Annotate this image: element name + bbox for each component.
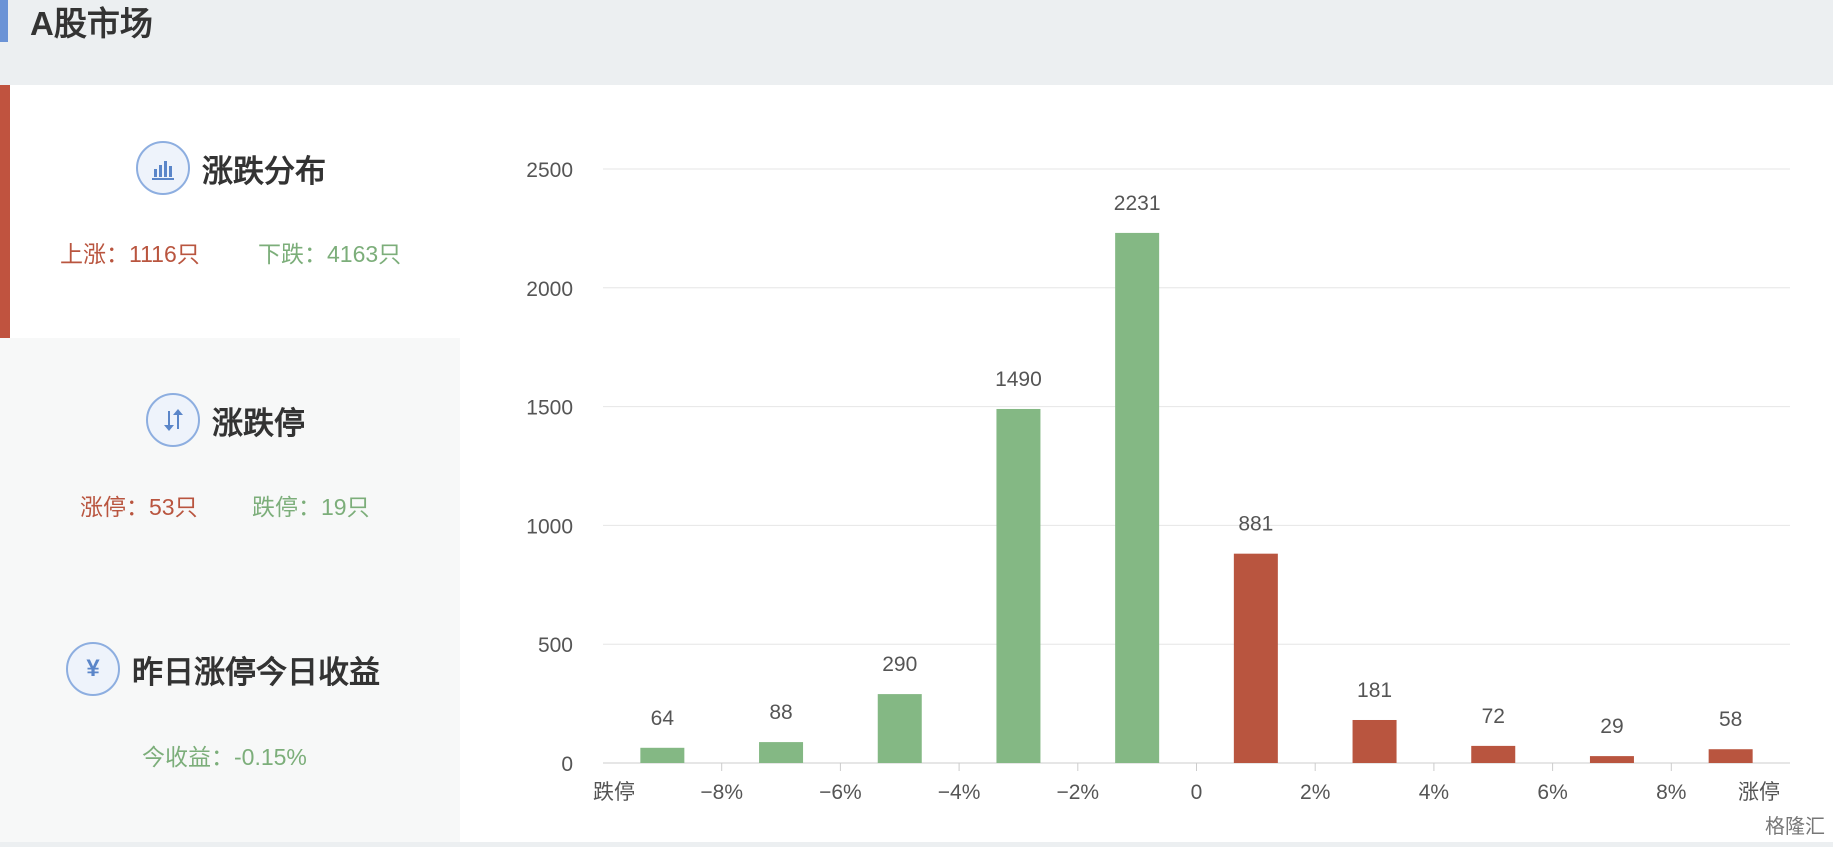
bar <box>996 409 1040 763</box>
up-down-arrows-icon <box>146 393 200 447</box>
tab-distribution[interactable]: 涨跌分布 上涨：1116只 下跌：4163只 <box>0 85 460 338</box>
market-content: 涨跌分布 上涨：1116只 下跌：4163只 涨跌停 涨停：53只 跌停：19只 <box>0 85 1833 842</box>
tab-yesterday-title: 昨日涨停今日收益 <box>132 647 380 692</box>
bar <box>1709 749 1753 763</box>
data-label: 58 <box>1719 708 1742 731</box>
tab-yesterday[interactable]: ¥ 昨日涨停今日收益 今收益：-0.15% <box>0 590 460 842</box>
data-label: 1490 <box>995 368 1042 391</box>
tab-limit[interactable]: 涨跌停 涨停：53只 跌停：19只 <box>0 338 460 590</box>
y-tick-label: 1000 <box>526 515 573 538</box>
header-accent-bar <box>0 0 8 42</box>
y-tick-label: 500 <box>538 634 573 657</box>
section-header: A股市场 <box>0 0 1833 85</box>
limit-down-count: 跌停：19只 <box>252 488 370 522</box>
x-tick-label: 6% <box>1537 781 1567 804</box>
x-tick-label: 涨停 <box>1738 781 1780 804</box>
limit-up-count: 涨停：53只 <box>80 488 198 522</box>
bar <box>640 748 684 763</box>
y-tick-label: 0 <box>561 753 573 776</box>
x-tick-label: 跌停 <box>593 781 635 804</box>
data-label: 2231 <box>1114 192 1161 215</box>
page-title: A股市场 <box>30 2 153 46</box>
data-label: 881 <box>1238 513 1273 536</box>
tab-distribution-title: 涨跌分布 <box>202 146 326 191</box>
y-tick-label: 2500 <box>526 159 573 182</box>
data-label: 181 <box>1357 679 1392 702</box>
bar <box>1471 746 1515 763</box>
y-tick-label: 1500 <box>526 397 573 420</box>
up-count: 上涨：1116只 <box>60 235 200 269</box>
y-tick-label: 2000 <box>526 278 573 301</box>
watermark-logo: 格隆汇 <box>1765 810 1825 839</box>
x-tick-label: 0 <box>1191 781 1203 804</box>
tab-limit-title: 涨跌停 <box>212 398 305 443</box>
x-tick-label: −8% <box>700 781 743 804</box>
data-label: 290 <box>882 653 917 676</box>
tab-yesterday-head: ¥ 昨日涨停今日收益 <box>66 642 380 696</box>
x-tick-label: 2% <box>1300 781 1330 804</box>
bar <box>878 694 922 763</box>
down-count: 下跌：4163只 <box>258 235 401 269</box>
bar-chart: 0 500 1000 1500 2000 2500 跌停 −8% −6% −4% −2% 0 2% 4% 6… <box>460 85 1833 842</box>
active-indicator <box>0 85 10 338</box>
left-panel: 涨跌分布 上涨：1116只 下跌：4163只 涨跌停 涨停：53只 跌停：19只 <box>0 85 460 842</box>
x-tick-label: 4% <box>1419 781 1449 804</box>
bar <box>759 742 803 763</box>
bar <box>1590 756 1634 763</box>
x-tick-label: −2% <box>1056 781 1099 804</box>
distribution-chart: 0 500 1000 1500 2000 2500 跌停 −8% −6% −4% −2% 0 2% 4% 6… <box>460 85 1833 842</box>
tab-limit-head: 涨跌停 <box>146 393 305 447</box>
bar <box>1353 720 1397 763</box>
yesterday-return: 今收益：-0.15% <box>142 738 307 772</box>
data-label: 72 <box>1482 705 1505 728</box>
x-tick-label: −6% <box>819 781 862 804</box>
bar <box>1234 554 1278 763</box>
data-label: 29 <box>1600 715 1623 738</box>
tab-distribution-head: 涨跌分布 <box>136 141 326 195</box>
data-label: 64 <box>651 707 675 730</box>
data-label: 88 <box>769 701 792 724</box>
yen-icon: ¥ <box>66 642 120 696</box>
x-tick-label: −4% <box>938 781 981 804</box>
bar-chart-icon <box>136 141 190 195</box>
x-tick-label: 8% <box>1656 781 1686 804</box>
bar <box>1115 233 1159 763</box>
